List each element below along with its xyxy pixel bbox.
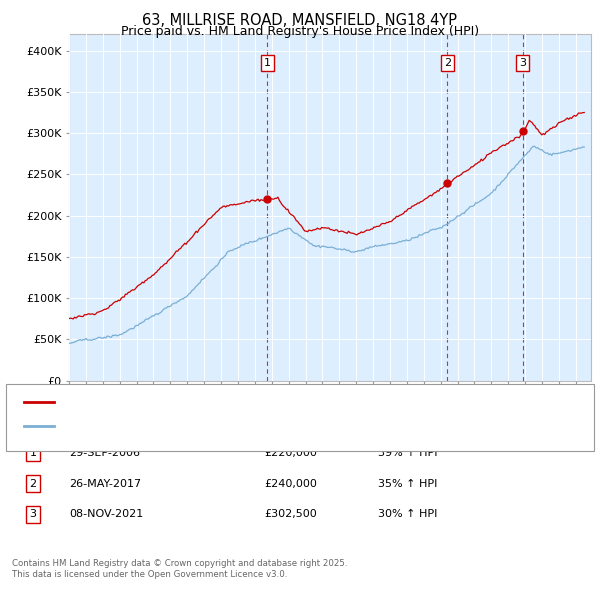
Text: £220,000: £220,000	[264, 448, 317, 458]
Text: This data is licensed under the Open Government Licence v3.0.: This data is licensed under the Open Gov…	[12, 571, 287, 579]
Text: 2: 2	[29, 479, 37, 489]
Text: £302,500: £302,500	[264, 510, 317, 519]
Text: £240,000: £240,000	[264, 479, 317, 489]
Text: 08-NOV-2021: 08-NOV-2021	[69, 510, 143, 519]
Text: 63, MILLRISE ROAD, MANSFIELD, NG18 4YP (detached house): 63, MILLRISE ROAD, MANSFIELD, NG18 4YP (…	[60, 398, 379, 407]
Text: 29-SEP-2006: 29-SEP-2006	[69, 448, 140, 458]
Text: Price paid vs. HM Land Registry's House Price Index (HPI): Price paid vs. HM Land Registry's House …	[121, 25, 479, 38]
Text: 26-MAY-2017: 26-MAY-2017	[69, 479, 141, 489]
Text: 1: 1	[264, 58, 271, 68]
Text: 30% ↑ HPI: 30% ↑ HPI	[378, 510, 437, 519]
Text: 63, MILLRISE ROAD, MANSFIELD, NG18 4YP: 63, MILLRISE ROAD, MANSFIELD, NG18 4YP	[143, 13, 458, 28]
Text: 1: 1	[29, 448, 37, 458]
Text: 2: 2	[444, 58, 451, 68]
Text: Contains HM Land Registry data © Crown copyright and database right 2025.: Contains HM Land Registry data © Crown c…	[12, 559, 347, 568]
Text: 3: 3	[519, 58, 526, 68]
Text: 35% ↑ HPI: 35% ↑ HPI	[378, 479, 437, 489]
Text: 3: 3	[29, 510, 37, 519]
Text: HPI: Average price, detached house, Mansfield: HPI: Average price, detached house, Mans…	[60, 421, 303, 431]
Text: 39% ↑ HPI: 39% ↑ HPI	[378, 448, 437, 458]
